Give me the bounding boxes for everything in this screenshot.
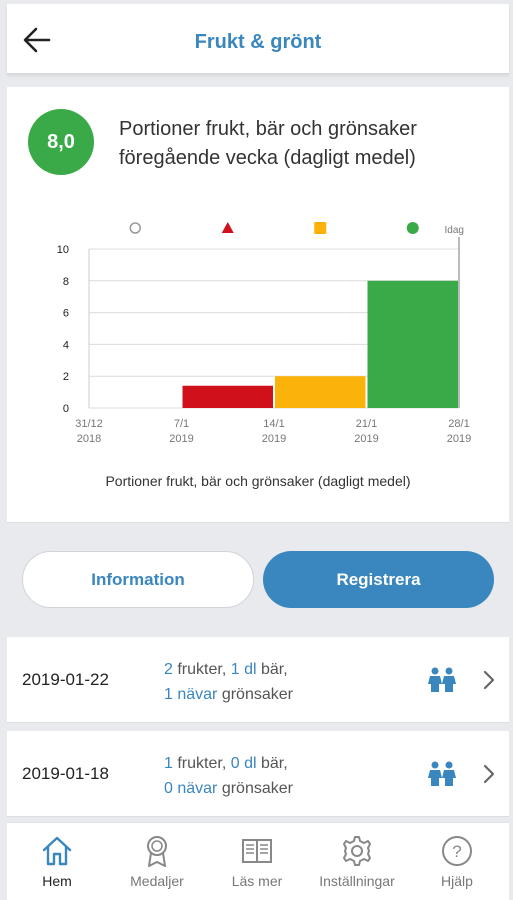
entry-description: 1 frukter, 0 dl bär, 0 nävar grönsaker <box>164 751 293 801</box>
tab-label: Läs mer <box>231 873 283 889</box>
x-tick-year: 2019 <box>447 433 471 445</box>
entry-description: 2 frukter, 1 dl bär, 1 nävar grönsaker <box>164 657 293 707</box>
berries-label: bär, <box>260 755 288 772</box>
fruits-count: 2 <box>164 661 173 678</box>
page-title: Frukt & grönt <box>194 31 322 53</box>
y-tick-label: 2 <box>63 371 69 383</box>
weekly-chart: 0 2 4 6 8 10 Idag 31/12 2018 7/1 2019 14/1 2019 21/1 2… <box>57 222 471 445</box>
bar <box>275 376 366 408</box>
legend-marker-triangle <box>221 222 234 233</box>
x-tick-label: 14/1 <box>263 418 284 430</box>
bar <box>182 385 273 408</box>
x-tick-year: 2019 <box>169 433 193 445</box>
vegetables-amount: 0 nävar <box>164 780 218 797</box>
medal-icon <box>147 836 167 867</box>
x-tick-label: 28/1 <box>448 418 469 430</box>
summary-card: 8,0 Portioner frukt, bär och grönsaker f… <box>7 87 509 523</box>
berries-label: bär, <box>260 661 288 678</box>
information-button[interactable]: Information <box>22 551 254 608</box>
book-icon <box>242 839 272 863</box>
entry-date: 2019-01-22 <box>22 670 109 689</box>
family-icon <box>428 667 456 692</box>
tab-medals[interactable]: Medaljer <box>107 823 207 900</box>
gear-icon <box>343 836 371 866</box>
x-tick-year: 2019 <box>262 433 286 445</box>
y-tick-label: 0 <box>63 403 69 415</box>
y-tick-label: 8 <box>63 276 69 288</box>
berries-amount: 0 dl <box>230 755 257 772</box>
chart-caption: Portioner frukt, bär och grönsaker (dagl… <box>105 473 411 489</box>
help-icon: ? <box>442 836 472 866</box>
vegetables-amount: 1 nävar <box>164 686 218 703</box>
y-tick-label: 10 <box>57 244 69 256</box>
berries-amount: 1 dl <box>230 661 257 678</box>
score-description: Portioner frukt, bär och grönsaker föreg… <box>119 118 417 169</box>
y-tick-label: 6 <box>63 308 69 320</box>
legend-marker-square <box>314 222 327 234</box>
tab-home[interactable]: Hem <box>7 823 107 900</box>
back-arrow-icon[interactable] <box>21 24 53 56</box>
app-header: Frukt & grönt <box>7 4 509 74</box>
family-icon <box>428 761 456 786</box>
x-tick-year: 2019 <box>354 433 378 445</box>
vegetables-label: grönsaker <box>221 780 293 797</box>
x-tick-year: 2018 <box>77 433 101 445</box>
x-tick-label: 7/1 <box>174 418 189 430</box>
chevron-right-icon <box>483 764 495 784</box>
tab-help[interactable]: ? Hjälp <box>407 823 507 900</box>
home-icon <box>42 836 72 866</box>
svg-text:?: ? <box>452 842 461 861</box>
tab-label: Hjälp <box>441 873 473 889</box>
entry-row[interactable]: 2019-01-22 2 frukter, 1 dl bär, 1 nävar … <box>7 637 509 723</box>
tab-label: Hem <box>42 873 72 889</box>
tab-label: Inställningar <box>319 873 395 889</box>
fruits-label: frukter, <box>177 755 227 772</box>
x-tick-label: 21/1 <box>356 418 377 430</box>
fruits-label: frukter, <box>177 661 227 678</box>
score-badge: 8,0 <box>28 109 94 175</box>
bottom-tab-bar: Hem Medaljer Läs mer Inställningar ? <box>7 822 509 900</box>
tab-settings[interactable]: Inställningar <box>307 823 407 900</box>
register-button[interactable]: Registrera <box>263 551 494 608</box>
tab-read-more[interactable]: Läs mer <box>207 823 307 900</box>
vegetables-label: grönsaker <box>221 686 293 703</box>
entry-date: 2019-01-18 <box>22 764 109 783</box>
legend-marker-empty <box>129 222 141 234</box>
entry-row[interactable]: 2019-01-18 1 frukter, 0 dl bär, 0 nävar … <box>7 731 509 817</box>
chevron-right-icon <box>483 670 495 690</box>
y-tick-label: 4 <box>63 339 69 351</box>
legend-marker-circle <box>406 222 419 234</box>
tab-label: Medaljer <box>130 873 184 889</box>
today-label: Idag <box>445 225 464 236</box>
fruits-count: 1 <box>164 755 173 772</box>
x-tick-label: 31/12 <box>75 418 103 430</box>
bar <box>367 280 458 408</box>
